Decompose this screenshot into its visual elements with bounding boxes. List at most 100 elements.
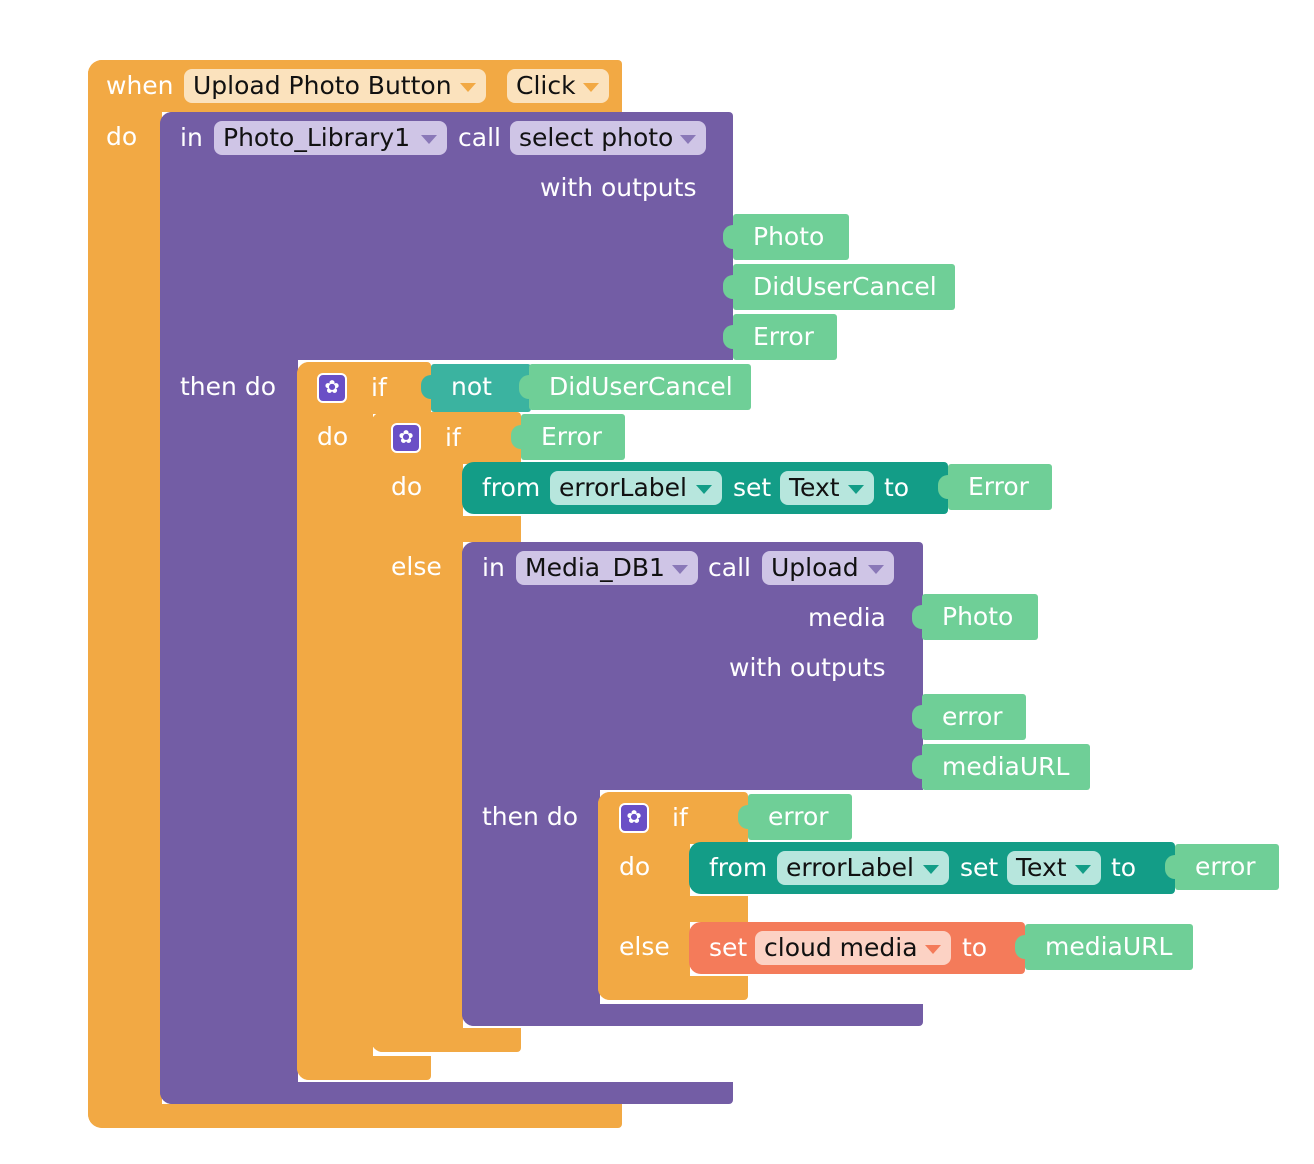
socket-connector bbox=[421, 375, 435, 399]
condition-error[interactable]: error bbox=[738, 794, 852, 840]
property-name: Text bbox=[1016, 853, 1067, 882]
property-dropdown[interactable]: Text bbox=[1007, 851, 1101, 885]
socket-connector bbox=[1015, 935, 1029, 959]
chevron-down-icon bbox=[696, 485, 712, 494]
component-dropdown[interactable]: Upload Photo Button bbox=[184, 69, 486, 103]
component-dropdown[interactable]: Photo_Library1 bbox=[214, 121, 447, 155]
output-label: error bbox=[942, 702, 1003, 731]
value-label: Error bbox=[968, 472, 1029, 501]
event-dropdown[interactable]: Click bbox=[507, 69, 609, 103]
output-label: DidUserCancel bbox=[753, 272, 937, 301]
when-label: when bbox=[106, 71, 174, 100]
then-do-label: then do bbox=[482, 802, 578, 831]
socket-connector bbox=[511, 425, 525, 449]
value-media-url[interactable]: mediaURL bbox=[1015, 924, 1193, 970]
media-label: media bbox=[808, 603, 886, 632]
property-dropdown[interactable]: Text bbox=[780, 471, 874, 505]
component-name: errorLabel bbox=[786, 853, 914, 882]
if-label: if bbox=[445, 423, 461, 452]
socket-connector bbox=[912, 755, 926, 779]
value-label: error bbox=[1195, 852, 1256, 881]
chevron-down-icon bbox=[1075, 865, 1091, 874]
set-label: set bbox=[960, 853, 999, 882]
chevron-down-icon bbox=[672, 565, 688, 574]
if-label: if bbox=[371, 373, 387, 402]
socket-connector bbox=[519, 375, 533, 399]
method-name: Upload bbox=[771, 553, 859, 582]
from-label: from bbox=[482, 473, 541, 502]
condition-error[interactable]: Error bbox=[511, 414, 625, 460]
component-name: Photo_Library1 bbox=[223, 123, 411, 152]
set-property-block-2[interactable]: from errorLabel set Text to bbox=[689, 842, 1175, 894]
output-label: Photo bbox=[753, 222, 825, 251]
do-label: do bbox=[106, 122, 138, 151]
condition-label: Error bbox=[541, 422, 602, 451]
output-media-url[interactable]: mediaURL bbox=[912, 744, 1090, 790]
component-dropdown[interactable]: errorLabel bbox=[550, 471, 722, 505]
to-label: to bbox=[962, 933, 988, 962]
media-value-photo[interactable]: Photo bbox=[912, 594, 1038, 640]
value-error[interactable]: error bbox=[1165, 844, 1279, 890]
value-label: Photo bbox=[942, 602, 1014, 631]
condition-label: error bbox=[768, 802, 829, 831]
output-error[interactable]: error bbox=[912, 694, 1026, 740]
property-name: Text bbox=[789, 473, 840, 502]
set-label: set bbox=[733, 473, 772, 502]
gear-icon[interactable]: ✿ bbox=[619, 803, 649, 833]
call-label: call bbox=[458, 123, 501, 152]
not-block[interactable]: not bbox=[421, 364, 531, 412]
in-label: in bbox=[482, 553, 505, 582]
output-label: Error bbox=[753, 322, 814, 351]
event-name: Click bbox=[516, 71, 576, 100]
component-name: Upload Photo Button bbox=[193, 71, 452, 100]
value-error[interactable]: Error bbox=[938, 464, 1052, 510]
output-photo[interactable]: Photo bbox=[723, 214, 849, 260]
not-label: not bbox=[451, 372, 492, 401]
chevron-down-icon bbox=[923, 865, 939, 874]
component-name: Media_DB1 bbox=[525, 553, 665, 582]
gear-icon[interactable]: ✿ bbox=[317, 373, 347, 403]
from-label: from bbox=[709, 853, 768, 882]
condition-did-user-cancel[interactable]: DidUserCancel bbox=[519, 364, 751, 410]
chevron-down-icon bbox=[421, 135, 437, 144]
method-name: select photo bbox=[519, 123, 674, 152]
value-label: mediaURL bbox=[1045, 932, 1173, 961]
set-property-block-1[interactable]: from errorLabel set Text to bbox=[462, 462, 948, 514]
socket-connector bbox=[912, 605, 926, 629]
with-outputs-label: with outputs bbox=[540, 173, 697, 202]
chevron-down-icon bbox=[848, 485, 864, 494]
chevron-down-icon bbox=[868, 565, 884, 574]
method-dropdown[interactable]: Upload bbox=[762, 551, 894, 585]
output-error[interactable]: Error bbox=[723, 314, 837, 360]
socket-connector bbox=[723, 325, 737, 349]
do-label: do bbox=[391, 472, 423, 501]
to-label: to bbox=[884, 473, 910, 502]
component-dropdown[interactable]: errorLabel bbox=[777, 851, 949, 885]
to-label: to bbox=[1111, 853, 1137, 882]
chevron-down-icon bbox=[583, 83, 599, 92]
if-label: if bbox=[672, 803, 688, 832]
socket-connector bbox=[723, 275, 737, 299]
else-label: else bbox=[391, 552, 442, 581]
do-label: do bbox=[619, 852, 651, 881]
component-dropdown[interactable]: Media_DB1 bbox=[516, 551, 698, 585]
output-did-user-cancel[interactable]: DidUserCancel bbox=[723, 264, 955, 310]
else-label: else bbox=[619, 932, 670, 961]
chevron-down-icon bbox=[925, 945, 941, 954]
variable-dropdown[interactable]: cloud media bbox=[755, 931, 951, 965]
then-do-label: then do bbox=[180, 372, 276, 401]
method-dropdown[interactable]: select photo bbox=[510, 121, 706, 155]
in-label: in bbox=[180, 123, 203, 152]
chevron-down-icon bbox=[460, 83, 476, 92]
set-label: set bbox=[709, 933, 748, 962]
chevron-down-icon bbox=[680, 135, 696, 144]
socket-connector bbox=[1165, 855, 1179, 879]
socket-connector bbox=[912, 705, 926, 729]
gear-icon[interactable]: ✿ bbox=[391, 423, 421, 453]
with-outputs-label: with outputs bbox=[729, 653, 886, 682]
call-label: call bbox=[708, 553, 751, 582]
socket-connector bbox=[738, 805, 752, 829]
socket-connector bbox=[723, 225, 737, 249]
variable-name: cloud media bbox=[764, 933, 918, 962]
set-variable-block[interactable]: set cloud media to bbox=[689, 922, 1025, 974]
